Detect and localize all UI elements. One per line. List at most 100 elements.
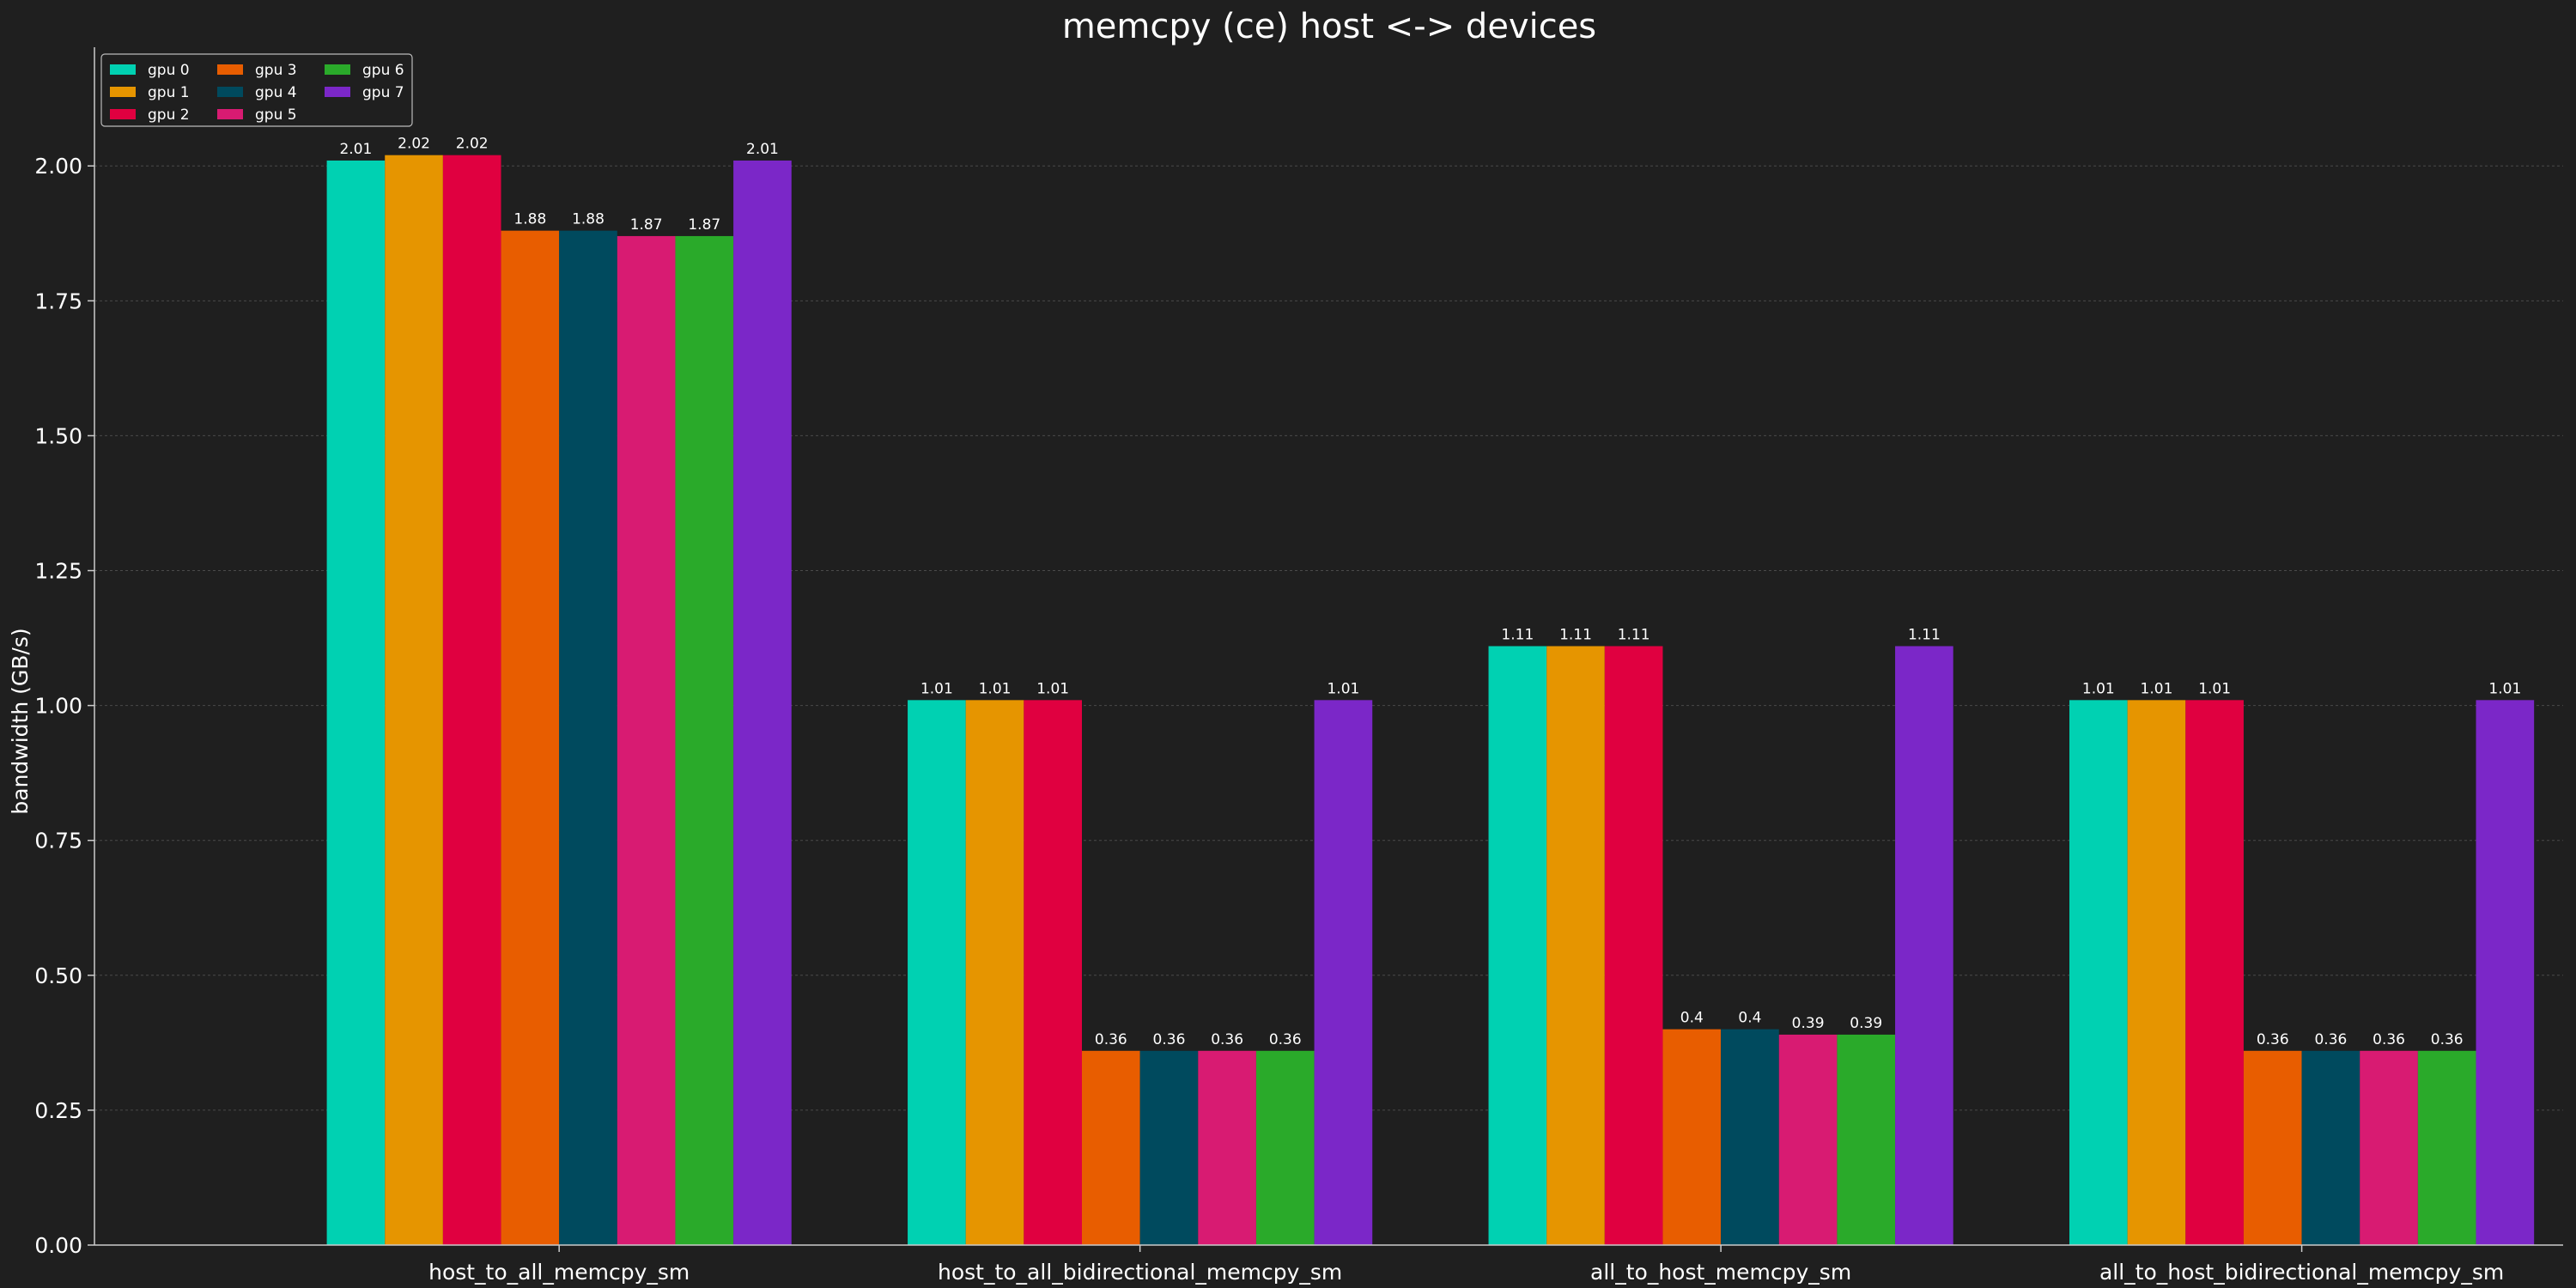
bar-value-label: 1.11 — [1559, 627, 1592, 644]
x-tick-label: host_to_all_memcpy_sm — [428, 1260, 690, 1285]
y-tick-label: 0.25 — [34, 1098, 82, 1123]
bar — [2301, 1050, 2360, 1245]
legend-swatch — [325, 64, 350, 75]
bar-value-label: 1.01 — [920, 680, 953, 697]
bar — [733, 160, 792, 1245]
bar-value-label: 0.36 — [2372, 1031, 2405, 1048]
bar — [501, 230, 560, 1245]
bar — [1024, 700, 1082, 1245]
bar — [1488, 646, 1547, 1245]
bar — [442, 155, 501, 1246]
bar-value-label: 2.01 — [746, 141, 779, 158]
legend-label: gpu 3 — [255, 62, 297, 79]
bar-value-label: 0.39 — [1850, 1015, 1882, 1032]
bar-value-label: 1.01 — [2198, 680, 2231, 697]
bar-value-label: 0.39 — [1792, 1015, 1825, 1032]
y-tick-label: 0.75 — [34, 829, 82, 854]
y-tick-label: 1.00 — [34, 694, 82, 719]
bar-value-label: 0.36 — [1211, 1031, 1243, 1048]
legend-label: gpu 2 — [148, 106, 190, 124]
bar-value-label: 0.36 — [1269, 1031, 1302, 1048]
bar — [2069, 700, 2128, 1245]
bar — [326, 160, 386, 1245]
bar — [1604, 646, 1663, 1245]
bar-value-label: 0.36 — [1153, 1031, 1186, 1048]
bar-value-label: 1.11 — [1618, 627, 1650, 644]
bar — [1895, 646, 1953, 1245]
bar-value-label: 0.36 — [1095, 1031, 1127, 1048]
chart-title: memcpy (ce) host <-> devices — [1062, 7, 1596, 46]
bar — [675, 235, 734, 1246]
bar-value-label: 1.01 — [2141, 680, 2173, 697]
bar — [1662, 1029, 1722, 1245]
legend-label: gpu 7 — [362, 84, 404, 101]
bar — [2185, 700, 2244, 1245]
bar — [1139, 1050, 1199, 1245]
axes — [88, 47, 2563, 1252]
bar — [1778, 1034, 1838, 1245]
y-tick-labels: 0.00 0.25 0.50 0.75 1.00 1.25 1.50 1.75 2.00 — [34, 154, 82, 1258]
bar-value-label: 1.87 — [688, 216, 720, 234]
bar-value-label: 1.88 — [572, 211, 605, 228]
y-tick-label: 0.50 — [34, 963, 82, 988]
legend: gpu 0 gpu 1 gpu 2 gpu 3 gpu 4 gpu 5 gpu 6 gpu 7 — [100, 53, 413, 127]
bar — [1082, 1050, 1140, 1245]
bar-value-label: 1.01 — [2488, 680, 2521, 697]
x-tick-label: all_to_host_bidirectional_memcpy_sm — [2099, 1260, 2504, 1285]
legend-swatch — [110, 87, 136, 97]
y-tick-label: 2.00 — [34, 154, 82, 179]
bar — [559, 230, 617, 1245]
bar-value-label: 0.36 — [2431, 1031, 2464, 1048]
bar — [617, 235, 676, 1246]
legend-swatch — [217, 64, 243, 75]
legend-label: gpu 0 — [148, 62, 190, 79]
bar — [2417, 1050, 2476, 1245]
x-tick-label: host_to_all_bidirectional_memcpy_sm — [938, 1260, 1342, 1285]
y-tick-label: 1.50 — [34, 423, 82, 448]
bar-value-label: 1.11 — [1501, 627, 1534, 644]
bar-value-label: 1.01 — [979, 680, 1012, 697]
bar — [385, 155, 443, 1246]
y-tick-label: 0.00 — [34, 1233, 82, 1258]
legend-swatch — [325, 87, 350, 97]
bars — [326, 155, 2535, 1246]
legend-swatch — [217, 109, 243, 119]
bar-value-label: 1.01 — [2082, 680, 2115, 697]
legend-swatch — [110, 109, 136, 119]
bar — [1837, 1034, 1896, 1245]
bar-value-label: 2.02 — [456, 136, 489, 153]
bar — [1314, 700, 1373, 1245]
legend-label: gpu 4 — [255, 84, 297, 101]
bar — [1721, 1029, 1779, 1245]
bar-value-labels: 2.01 2.02 2.02 1.88 1.88 1.87 1.87 2.01 1.01 1.01… — [339, 136, 2521, 1048]
x-tick-label: all_to_host_memcpy_sm — [1590, 1260, 1851, 1285]
bar-value-label: 1.01 — [1327, 680, 1359, 697]
bar-value-label: 0.36 — [2314, 1031, 2347, 1048]
bar-value-label: 0.36 — [2257, 1031, 2289, 1048]
bar — [2127, 700, 2186, 1245]
bar-value-label: 1.01 — [1036, 680, 1069, 697]
bar-value-label: 0.4 — [1680, 1010, 1704, 1027]
bar-value-label: 1.88 — [513, 211, 546, 228]
bar — [2243, 1050, 2302, 1245]
bar — [1198, 1050, 1256, 1245]
y-tick-label: 1.25 — [34, 559, 82, 584]
bar-value-label: 0.4 — [1738, 1010, 1761, 1027]
legend-swatch — [110, 64, 136, 75]
bar — [1255, 1050, 1315, 1245]
bar — [965, 700, 1024, 1245]
legend-swatch — [217, 87, 243, 97]
y-axis-label: bandwidth (GB/s) — [8, 628, 33, 814]
bar-value-label: 2.01 — [339, 141, 372, 158]
legend-label: gpu 1 — [148, 84, 190, 101]
bar-value-label: 1.11 — [1908, 627, 1941, 644]
bar-value-label: 2.02 — [398, 136, 430, 153]
legend-label: gpu 6 — [362, 62, 404, 79]
bar — [2476, 700, 2535, 1245]
bar — [2360, 1050, 2418, 1245]
legend-label: gpu 5 — [255, 106, 297, 124]
y-tick-label: 1.75 — [34, 289, 82, 313]
bar — [1546, 646, 1605, 1245]
